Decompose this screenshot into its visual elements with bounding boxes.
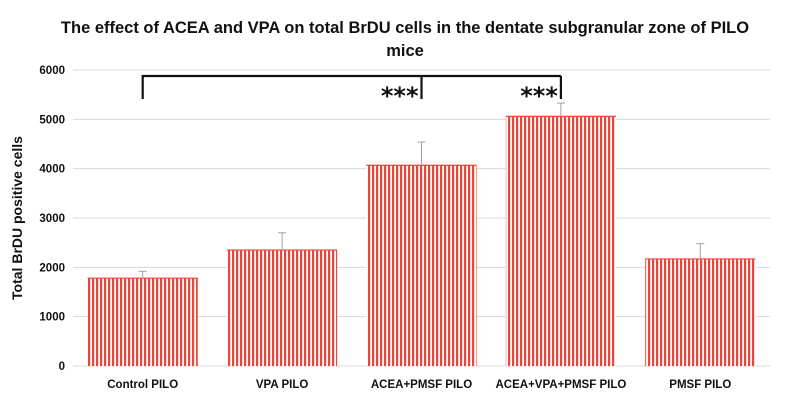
bar-1: [227, 250, 338, 366]
x-tick-label: Control PILO: [107, 379, 178, 391]
y-tick-label: 1000: [39, 312, 65, 324]
y-tick-label: 5000: [39, 114, 65, 126]
significance-bracket: [141, 74, 561, 99]
y-tick-label: 2000: [39, 262, 65, 274]
y-tick-label: 6000: [39, 65, 65, 77]
y-axis-label: Total BrDU positive cells: [9, 136, 25, 300]
significance-label-1: ***: [520, 82, 558, 110]
bar-2: [366, 165, 477, 366]
bar-4: [645, 258, 756, 366]
chart-title-line-2: mice: [386, 42, 424, 60]
x-tick-label: ACEA+VPA+PMSF PILO: [496, 379, 627, 391]
y-tick-label: 0: [59, 361, 65, 373]
y-tick-label: 3000: [39, 213, 65, 225]
y-tick-label: 4000: [39, 164, 65, 176]
x-tick-label: VPA PILO: [256, 379, 308, 391]
bar-3: [505, 116, 616, 366]
bar-0: [87, 278, 198, 366]
error-bars: [138, 102, 705, 279]
y-axis-ticks: 0 1000 2000 3000 4000 5000 6000: [39, 65, 65, 373]
significance-label-0: ***: [381, 82, 419, 110]
chart-title-line-1: The effect of ACEA and VPA on total BrDU…: [61, 19, 749, 37]
x-tick-label: ACEA+PMSF PILO: [371, 379, 472, 391]
bars: [87, 115, 756, 366]
x-tick-label: PMSF PILO: [669, 379, 731, 391]
significance-brackets: *** ***: [141, 74, 563, 110]
x-axis-ticks: Control PILO VPA PILO ACEA+PMSF PILO ACEA+V…: [107, 379, 731, 391]
